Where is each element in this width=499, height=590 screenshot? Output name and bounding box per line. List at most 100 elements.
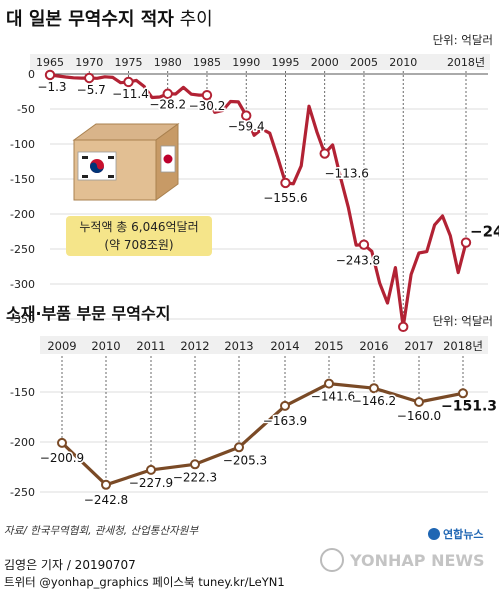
- y-tick-label-2: -250: [10, 486, 35, 499]
- data-label-2: −146.2: [352, 394, 396, 408]
- data-point-2: [414, 397, 424, 407]
- y-tick-label: -200: [10, 208, 35, 221]
- series-line-parts: [60, 382, 464, 487]
- data-point: [319, 148, 330, 159]
- x-tick-label-2: 2016: [359, 339, 388, 353]
- source-note: 자료/ 한국무역협회, 관세청, 산업통산자원부: [4, 525, 199, 537]
- watermark-icon: [320, 548, 344, 572]
- japan-flag-sun: [163, 154, 173, 164]
- x-tick-label-2: 2013: [224, 339, 253, 353]
- x-tick-label-2: 2009: [47, 339, 76, 353]
- data-label: −240.8: [470, 223, 499, 241]
- x-tick-label: 1975: [114, 56, 142, 69]
- data-point: [460, 237, 472, 248]
- data-point-2: [280, 400, 290, 411]
- data-label: −30.2: [189, 99, 226, 113]
- x-tick-label: 1995: [271, 56, 299, 69]
- data-point-2: [458, 388, 468, 399]
- section2-unit-label: 단위: 억달러: [433, 314, 493, 328]
- data-point-2: [57, 437, 67, 448]
- data-point: [241, 110, 252, 121]
- x-tick-label-2: 2012: [180, 339, 209, 353]
- data-label-2: −205.3: [223, 453, 267, 467]
- x-tick-label: 2000: [311, 56, 339, 69]
- chart-title-main: 대 일본 무역수지 적자: [6, 9, 174, 30]
- yonhap-logo-icon: [428, 528, 440, 540]
- data-label-2: −163.9: [263, 414, 307, 428]
- chart-title: 대 일본 무역수지 적자 추이: [6, 9, 213, 30]
- y-tick-label-2: -200: [10, 436, 35, 449]
- data-label: −11.4: [112, 87, 149, 101]
- data-label: −243.8: [336, 254, 380, 268]
- korea-flag-trigram: [108, 156, 114, 159]
- x-tick-label: 2018년: [447, 56, 485, 69]
- data-label-2: −200.9: [40, 451, 84, 465]
- korea-flag-taegeuk-blue: [90, 162, 104, 173]
- data-point-2: [234, 442, 244, 453]
- yonhap-logo-text: 연합뉴스: [443, 527, 483, 541]
- cumulative-box: [66, 216, 212, 256]
- data-point: [280, 177, 291, 189]
- data-point-2: [190, 459, 200, 470]
- y-tick-label: -350: [10, 313, 35, 326]
- x-tick-label-2: 2018년: [443, 339, 483, 353]
- social-handles: 트위터 @yonhap_graphics 페이스북 tuney.kr/LeYN1: [4, 575, 285, 589]
- y-tick-label: 0: [28, 68, 35, 81]
- data-label-2: −227.9: [129, 476, 173, 490]
- x-tick-label: 2010: [389, 56, 417, 69]
- x-axis-band-2: [40, 336, 488, 354]
- y-tick-label: -100: [10, 138, 35, 151]
- x-tick-label: 1990: [232, 56, 260, 69]
- data-point-2: [369, 383, 379, 394]
- data-label-2: −151.3: [441, 398, 497, 414]
- chart-title-light: 추이: [174, 9, 213, 30]
- data-label: −1.3: [37, 80, 66, 94]
- data-point: [358, 239, 370, 250]
- series-line-japan-deficit: [49, 73, 468, 329]
- unit-label: 단위: 억달러: [433, 33, 493, 47]
- data-point: [398, 321, 409, 333]
- x-tick-label-2: 2010: [91, 339, 120, 353]
- byline: 김영은 기자 / 20190707: [4, 558, 136, 572]
- x-tick-label: 1970: [75, 56, 103, 69]
- section2-title: 소재·부품 부문 무역수지: [6, 304, 170, 323]
- cumulative-line-2: (약 708조원): [104, 237, 173, 252]
- y-tick-label: -150: [10, 173, 35, 186]
- data-label-2: −222.3: [173, 470, 217, 484]
- x-tick-label-2: 2017: [404, 339, 433, 353]
- data-label-2: −242.8: [84, 493, 128, 507]
- x-tick-label-2: 2015: [314, 339, 343, 353]
- data-point-2: [146, 464, 156, 475]
- data-point: [44, 69, 56, 81]
- korea-flag-trigram: [82, 175, 88, 178]
- korea-flag-trigram: [108, 175, 114, 178]
- x-tick-label: 2005: [350, 56, 378, 69]
- y-tick-label: -300: [10, 278, 35, 291]
- data-point: [123, 76, 134, 88]
- data-point: [162, 88, 173, 99]
- data-label-2: −141.6: [311, 390, 355, 404]
- cumulative-line-1: 누적액 총 6,046억달러: [79, 220, 198, 234]
- watermark-text: YONHAP NEWS: [349, 551, 485, 570]
- data-point: [84, 72, 95, 84]
- x-tick-label: 1965: [36, 56, 64, 69]
- y-tick-label-2: -150: [10, 386, 35, 399]
- korea-flag-trigram: [82, 156, 88, 159]
- data-point-2: [101, 479, 111, 490]
- x-tick-label: 1980: [154, 56, 182, 69]
- x-tick-label: 1985: [193, 56, 221, 69]
- data-label: −28.2: [149, 98, 186, 112]
- data-label: −113.6: [325, 167, 369, 181]
- data-label-2: −160.0: [397, 409, 441, 423]
- data-label: −155.6: [263, 191, 307, 205]
- x-tick-label-2: 2014: [270, 339, 299, 353]
- x-axis-band: [30, 54, 490, 70]
- data-label: −59.4: [228, 120, 265, 134]
- y-tick-label: -50: [17, 103, 35, 116]
- data-label: −5.7: [77, 83, 106, 97]
- data-point: [201, 89, 213, 101]
- y-tick-label: -250: [10, 243, 35, 256]
- x-tick-label-2: 2011: [136, 339, 165, 353]
- data-point-2: [324, 378, 334, 389]
